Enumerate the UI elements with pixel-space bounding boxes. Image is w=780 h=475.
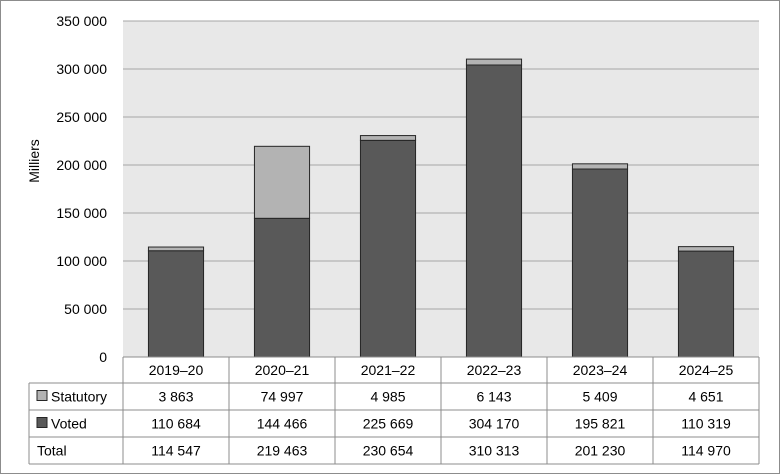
- total-label: 201 230: [575, 443, 626, 459]
- legend-entry: Voted: [51, 416, 87, 432]
- data-label: 225 669: [363, 416, 414, 432]
- y-tick-label: 50 000: [64, 301, 107, 317]
- bar-voted: [147, 250, 205, 358]
- data-label: 5 409: [582, 389, 617, 405]
- data-label: 4 985: [370, 389, 405, 405]
- data-label: 4 651: [688, 389, 723, 405]
- total-label: 310 313: [469, 443, 520, 459]
- bar-statutory: [465, 58, 523, 66]
- y-tick-label: 300 000: [56, 61, 107, 77]
- y-axis-tick-labels: 0 50 000 100 000 150 000 200 000 250 000 300 0…: [56, 13, 107, 365]
- data-label: 3 863: [158, 389, 193, 405]
- bar-voted: [465, 64, 523, 358]
- bar-statutory: [253, 145, 311, 219]
- bar-voted: [571, 168, 629, 358]
- bar-statutory: [677, 246, 735, 252]
- bar-voted: [359, 139, 417, 358]
- total-label: 114 547: [151, 443, 201, 459]
- total-label: 230 654: [363, 443, 414, 459]
- data-label: 74 997: [261, 389, 304, 405]
- x-tick-label: 2022–23: [467, 362, 522, 378]
- bar-statutory: [147, 246, 205, 252]
- bar-series: [147, 58, 735, 358]
- x-tick-label: 2020–21: [255, 362, 310, 378]
- data-table: 2019–20 2020–21 2021–22 2022–23 2023–24 2024–…: [28, 356, 760, 465]
- x-tick-label: 2021–22: [361, 362, 416, 378]
- x-tick-label: 2019–20: [149, 362, 204, 378]
- y-tick-label: 200 000: [56, 157, 107, 173]
- bar-statutory: [359, 135, 417, 141]
- legend-swatch: [36, 417, 48, 428]
- gridlines: [123, 20, 759, 358]
- x-tick-label: 2023–24: [573, 362, 628, 378]
- legend-entry: Statutory: [51, 389, 107, 405]
- bar-statutory: [571, 163, 629, 170]
- data-label: 6 143: [476, 389, 511, 405]
- x-tick-label: 2024–25: [679, 362, 734, 378]
- plot-area: [123, 21, 759, 357]
- data-label: 144 466: [257, 416, 308, 432]
- total-label: 114 970: [681, 443, 731, 459]
- y-tick-label: 0: [99, 349, 107, 365]
- y-tick-label: 350 000: [56, 13, 107, 29]
- total-row-label: Total: [37, 443, 67, 459]
- y-tick-label: 250 000: [56, 109, 107, 125]
- bar-voted: [677, 250, 735, 358]
- legend-swatch: [36, 390, 48, 401]
- data-label: 304 170: [469, 416, 520, 432]
- y-tick-label: 150 000: [56, 205, 107, 221]
- data-label: 110 684: [151, 416, 201, 432]
- total-label: 219 463: [257, 443, 308, 459]
- y-axis-label: Milliers: [26, 139, 42, 183]
- data-label: 110 319: [681, 416, 731, 432]
- y-tick-label: 100 000: [56, 253, 107, 269]
- data-label: 195 821: [575, 416, 626, 432]
- bar-voted: [253, 217, 311, 358]
